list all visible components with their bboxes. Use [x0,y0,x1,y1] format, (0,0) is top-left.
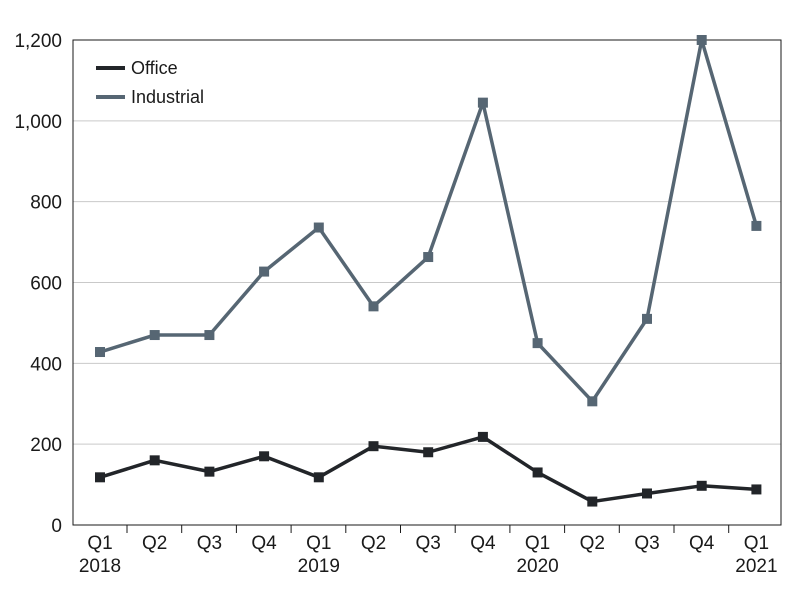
data-point-office [532,467,543,478]
series-group [95,35,762,507]
legend-label-office: Office [131,58,178,78]
x-tick-label: Q4 [470,533,496,554]
x-tick-label: Q1 [306,533,331,554]
data-point-industrial [313,222,324,233]
data-point-office [751,484,762,495]
data-point-industrial [95,347,105,358]
data-point-industrial [423,252,434,263]
data-point-office [587,496,598,507]
y-tick-label-0: 0 [51,516,62,537]
x-tick-label: Q1 [87,533,112,554]
x-year-label-2021: 2021 [735,556,777,577]
data-point-office [204,466,215,477]
plot-frame [72,39,782,526]
x-tick-label: Q2 [361,533,386,554]
data-point-industrial [587,396,598,407]
x-year-label-2019: 2019 [298,556,340,577]
x-tick-label: Q1 [525,533,550,554]
x-tick-label: Q4 [689,533,715,554]
data-point-office [368,441,379,452]
data-point-industrial [259,266,270,277]
y-tick-label-600: 600 [30,274,62,295]
x-tick-label: Q3 [634,533,659,554]
y-axis-ticks: 0 200 400 600 800 1,000 1,200 [14,31,62,537]
series-line-office [99,435,757,504]
data-point-industrial [696,35,707,45]
x-year-label-2020: 2020 [516,556,558,577]
data-point-office [259,451,270,462]
data-point-office [477,431,488,442]
y-tick-label-400: 400 [30,354,62,375]
x-tick-label: Q2 [580,533,605,554]
data-point-office [423,447,434,458]
data-point-industrial [368,301,379,312]
x-tick-label: Q4 [251,533,277,554]
data-point-industrial [532,338,543,349]
x-tick-label: Q2 [142,533,167,554]
x-tick-label: Q1 [744,533,769,554]
data-point-industrial [751,220,762,231]
y-tick-label-200: 200 [30,435,62,456]
data-point-industrial [477,97,488,108]
data-point-industrial [204,330,215,341]
y-tick-label-1200: 1,200 [14,31,62,52]
data-point-office [642,488,652,499]
data-point-industrial [149,330,160,341]
x-tick-label: Q3 [197,533,222,554]
data-point-office [696,480,707,491]
data-point-office [95,472,105,483]
legend-label-industrial: Industrial [131,87,204,107]
y-tick-label-800: 800 [30,193,62,214]
y-tick-label-1000: 1,000 [14,112,62,133]
gridlines [73,120,781,445]
x-tick-label: Q3 [416,533,441,554]
data-point-office [149,455,160,466]
x-year-label-2018: 2018 [79,556,121,577]
legend: Office Industrial [96,58,204,107]
data-point-industrial [642,313,652,324]
data-point-office [313,472,324,483]
